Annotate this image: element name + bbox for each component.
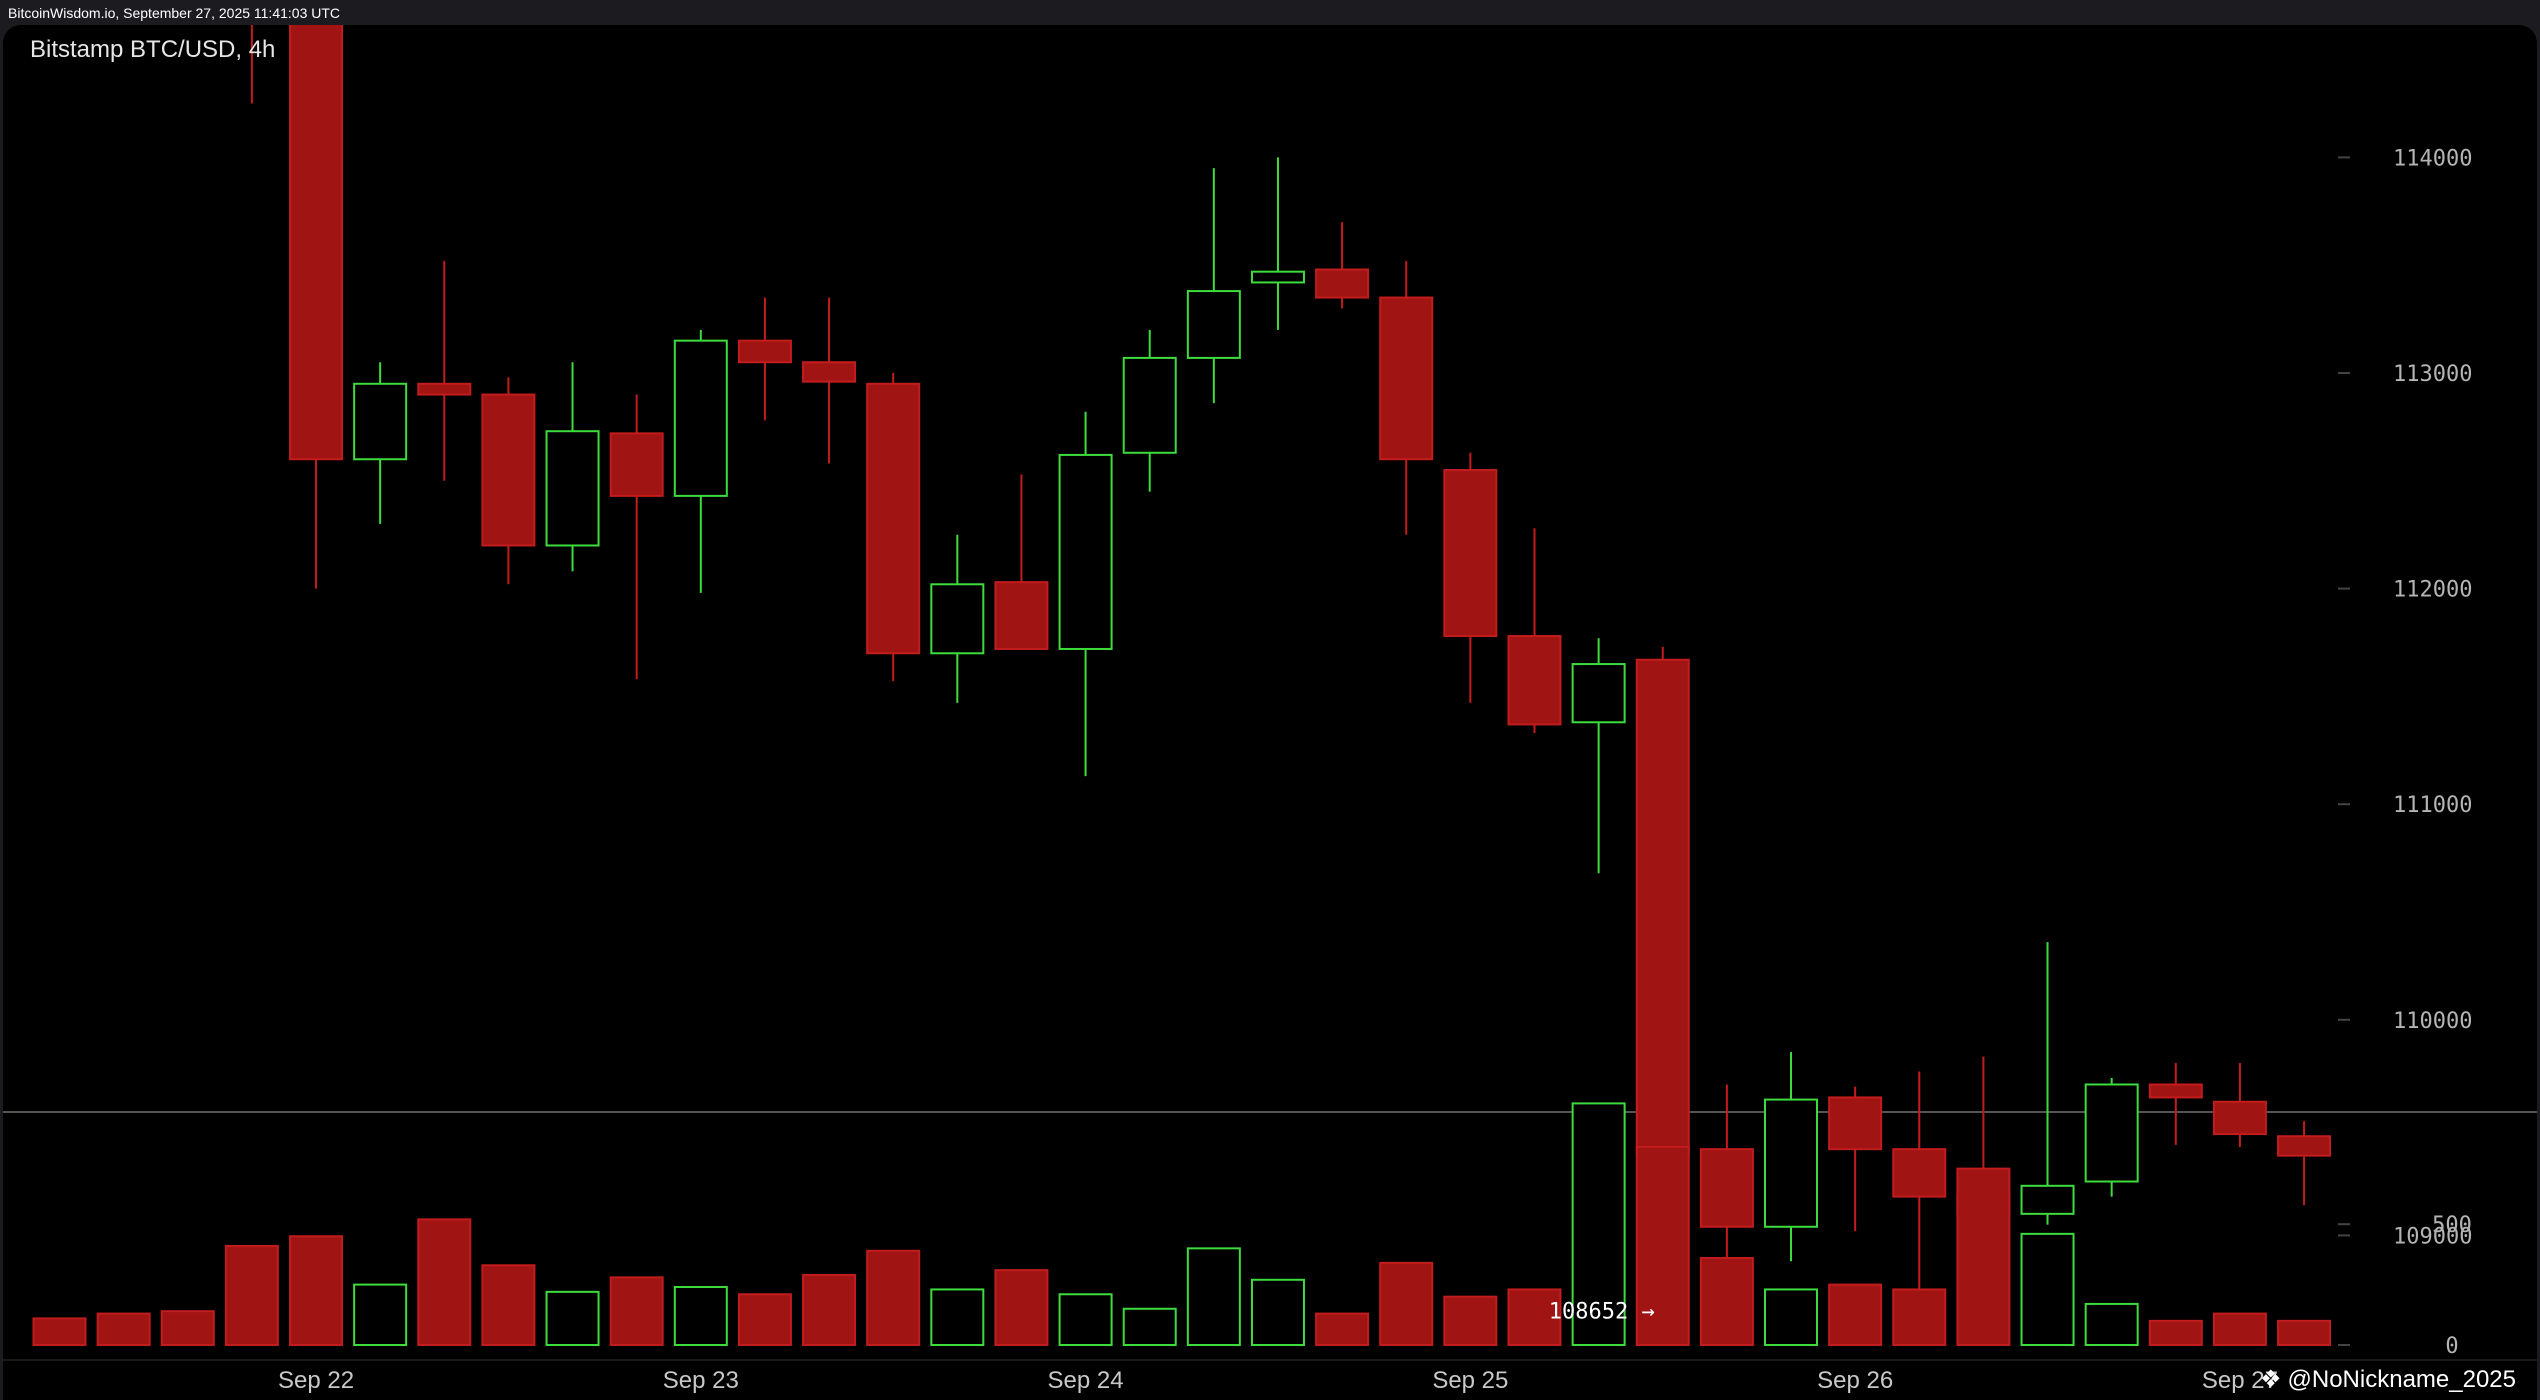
volume-bar-down [737,1293,792,1347]
volume-bar-down [289,1235,344,1347]
source-line: BitcoinWisdom.io, September 27, 2025 11:… [8,5,341,21]
volume-bar-down [1892,1288,1947,1347]
volume-bar-down [1315,1312,1370,1347]
candle-body-up [2084,1083,2139,1183]
volume-bar-down [2277,1319,2332,1346]
candle-body-down [1443,469,1498,638]
candle-body-down [802,361,857,383]
candle-body-down [2212,1100,2267,1136]
volume-bar-down [1443,1295,1498,1347]
volume-bar-down [2212,1312,2267,1347]
volume-bar-down [481,1264,536,1346]
volume-bar-down [866,1249,921,1346]
price-tick-label: 113000 [2393,362,2472,387]
candle-body-up [1571,663,1626,724]
volume-bar-up [2020,1232,2075,1347]
volume-bar-down [2148,1319,2203,1346]
volume-bar-down [32,1317,87,1346]
candle-body-down [2277,1135,2332,1157]
price-tick-label: 114000 [2393,146,2472,171]
volume-bar-up [1571,1102,1626,1347]
candle-body-down [866,382,921,655]
candle-body-down [1315,268,1370,299]
volume-bar-up [930,1288,985,1347]
volume-bar-up [545,1290,600,1347]
volume-bar-down [802,1273,857,1347]
volume-bar-down [609,1276,664,1347]
candle-body-down [1699,1148,1754,1228]
volume-bar-up [353,1283,408,1346]
candle-body-down [737,339,792,364]
candle-body-up [673,339,728,497]
candle-body-up [2020,1184,2075,1215]
volume-bar-down [1699,1257,1754,1347]
candle-body-down [609,432,664,497]
candle-body-up [1058,453,1113,650]
chart-title: Bitstamp BTC/USD, 4h [30,36,276,63]
candle-body-up [930,583,985,655]
price-tick-label: 111000 [2393,793,2472,818]
candle-body-down [1635,658,1690,1155]
price-chart[interactable]: 1160001150001140001130001120001110001100… [3,25,2537,1400]
volume-bar-down [96,1312,151,1347]
volume-bar-up [1122,1307,1177,1347]
volume-bar-down [1635,1145,1690,1346]
candle-body-down [994,581,1049,650]
price-tick-label: 112000 [2393,578,2472,603]
candle-body-down [1379,296,1434,461]
volume-bar-down [1507,1288,1562,1347]
candle-body-up [1764,1098,1819,1228]
diamond-logo-icon: ❖ [2260,1366,2282,1393]
candle-body-down [481,393,536,547]
volume-bar-down [994,1269,1049,1346]
volume-bar-up [673,1286,728,1346]
volume-bar-up [1058,1293,1113,1347]
chart-panel[interactable]: 1160001150001140001130001120001110001100… [3,25,2537,1400]
price-tick-label: 110000 [2393,1009,2472,1034]
candle-body-down [1828,1096,1883,1151]
candle-body-down [1892,1148,1947,1198]
date-label: Sep 24 [1048,1367,1124,1394]
candle-body-down [1507,635,1562,726]
date-label: Sep 22 [278,1367,354,1394]
volume-tick-label: 0 [2445,1334,2458,1359]
volume-bar-down [417,1218,472,1347]
volume-bar-up [1186,1247,1241,1346]
volume-bar-down [1379,1261,1434,1346]
volume-tick-label: 500 [2432,1213,2472,1238]
watermark-text: @NoNickname_2025 [2287,1365,2516,1393]
volume-bar-down [1828,1283,1883,1346]
candle-body-down [289,25,344,461]
volume-bar-up [1764,1288,1819,1347]
candle-body-down [2148,1083,2203,1099]
candle-body-up [1122,356,1177,454]
date-label: Sep 23 [663,1367,739,1394]
low-price-marker: 108652 → [1549,1299,1655,1324]
watermark: ❖ @NoNickname_2025 [2260,1365,2516,1394]
volume-bar-up [1250,1278,1305,1346]
date-label: Sep 27 [2202,1367,2278,1394]
volume-bar-down [160,1310,215,1347]
volume-bar-down [1956,1167,2011,1346]
date-label: Sep 25 [1432,1367,1508,1394]
volume-bar-up [2084,1302,2139,1346]
candle-body-up [545,430,600,547]
candle-body-up [1250,270,1305,284]
candle-body-up [353,382,408,461]
date-label: Sep 26 [1817,1367,1893,1394]
candle-body-up [1186,290,1241,359]
volume-bar-down [224,1244,279,1346]
source-header: BitcoinWisdom.io, September 27, 2025 11:… [0,0,2540,25]
candle-body-down [417,382,472,396]
price-tick-label: 109000 [2393,1224,2472,1249]
